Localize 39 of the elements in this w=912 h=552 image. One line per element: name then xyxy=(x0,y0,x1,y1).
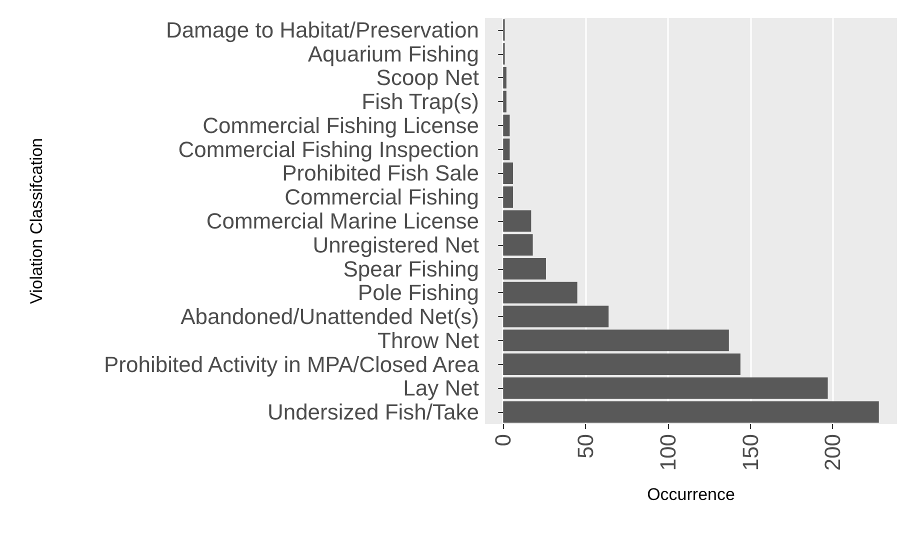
y-tick-label: Pole Fishing xyxy=(358,280,479,306)
y-tick-label: Commercial Fishing License xyxy=(202,112,479,138)
bar xyxy=(503,210,532,232)
x-tick-label: 50 xyxy=(573,434,598,458)
bar xyxy=(503,377,828,399)
bar xyxy=(503,258,546,280)
y-tick-label: Commercial Marine License xyxy=(206,208,479,234)
y-tick-label: Damage to Habitat/Preservation xyxy=(166,17,479,42)
bar xyxy=(503,90,506,112)
bar xyxy=(503,401,879,423)
bar xyxy=(503,162,514,184)
x-tick-label: 0 xyxy=(490,434,516,446)
bar xyxy=(503,66,506,88)
bar xyxy=(503,330,729,352)
y-tick-label: Prohibited Fish Sale xyxy=(282,160,479,186)
y-tick-label: Lay Net xyxy=(403,376,479,401)
y-tick-label: Prohibited Activity in MPA/Closed Area xyxy=(104,352,480,377)
y-tick-label: Throw Net xyxy=(378,328,479,353)
bar xyxy=(503,306,609,328)
y-tick-label: Unregistered Net xyxy=(312,232,479,258)
bar xyxy=(503,114,510,136)
x-tick-label: 150 xyxy=(738,434,763,471)
bar xyxy=(503,282,578,304)
bar xyxy=(503,186,514,208)
bar xyxy=(503,354,740,376)
y-tick-label: Aquarium Fishing xyxy=(308,41,479,66)
y-tick-label: Spear Fishing xyxy=(343,256,479,282)
y-tick-label: Scoop Net xyxy=(376,65,479,90)
y-tick-label: Fish Trap(s) xyxy=(362,89,479,114)
x-tick-label: 200 xyxy=(820,434,846,471)
y-tick-label: Commercial Fishing xyxy=(284,184,479,210)
y-tick-label: Commercial Fishing Inspection xyxy=(178,136,479,162)
bar xyxy=(503,138,510,160)
y-tick-label: Abandoned/Unattended Net(s) xyxy=(180,304,479,330)
bar xyxy=(503,234,533,256)
x-axis-title: Occurrence xyxy=(647,485,735,504)
y-axis-title: Violation Classifcation xyxy=(27,138,46,304)
x-tick-label: 100 xyxy=(655,434,680,471)
y-tick-label: Undersized Fish/Take xyxy=(267,400,479,425)
